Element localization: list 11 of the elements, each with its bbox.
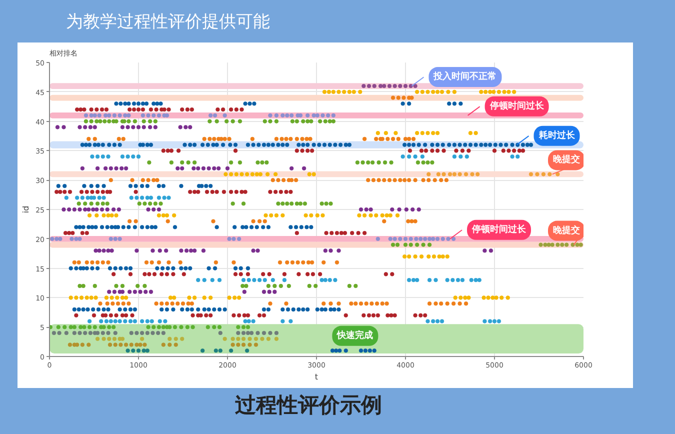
annotation: 晚提交 <box>553 154 580 166</box>
text: 过程性评价示例 <box>235 392 382 419</box>
band-label: 快速完成 <box>336 330 374 341</box>
annotation: 停顿时间过长 <box>471 224 527 235</box>
annotation: 投入时间不正常 <box>432 71 497 82</box>
annotation: 耗时过长 <box>538 130 576 141</box>
annotation: 停顿时间过长 <box>488 100 545 112</box>
y-axis-title: id <box>22 206 31 214</box>
chart-title: 为教学过程性评价提供可能 <box>66 11 270 34</box>
x-axis-title: t <box>314 372 318 382</box>
annotation: 晚提交 <box>553 224 580 236</box>
